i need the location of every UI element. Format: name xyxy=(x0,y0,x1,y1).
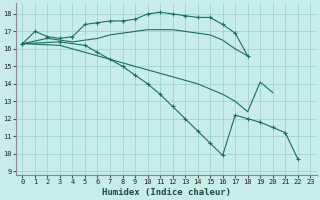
X-axis label: Humidex (Indice chaleur): Humidex (Indice chaleur) xyxy=(102,188,231,197)
